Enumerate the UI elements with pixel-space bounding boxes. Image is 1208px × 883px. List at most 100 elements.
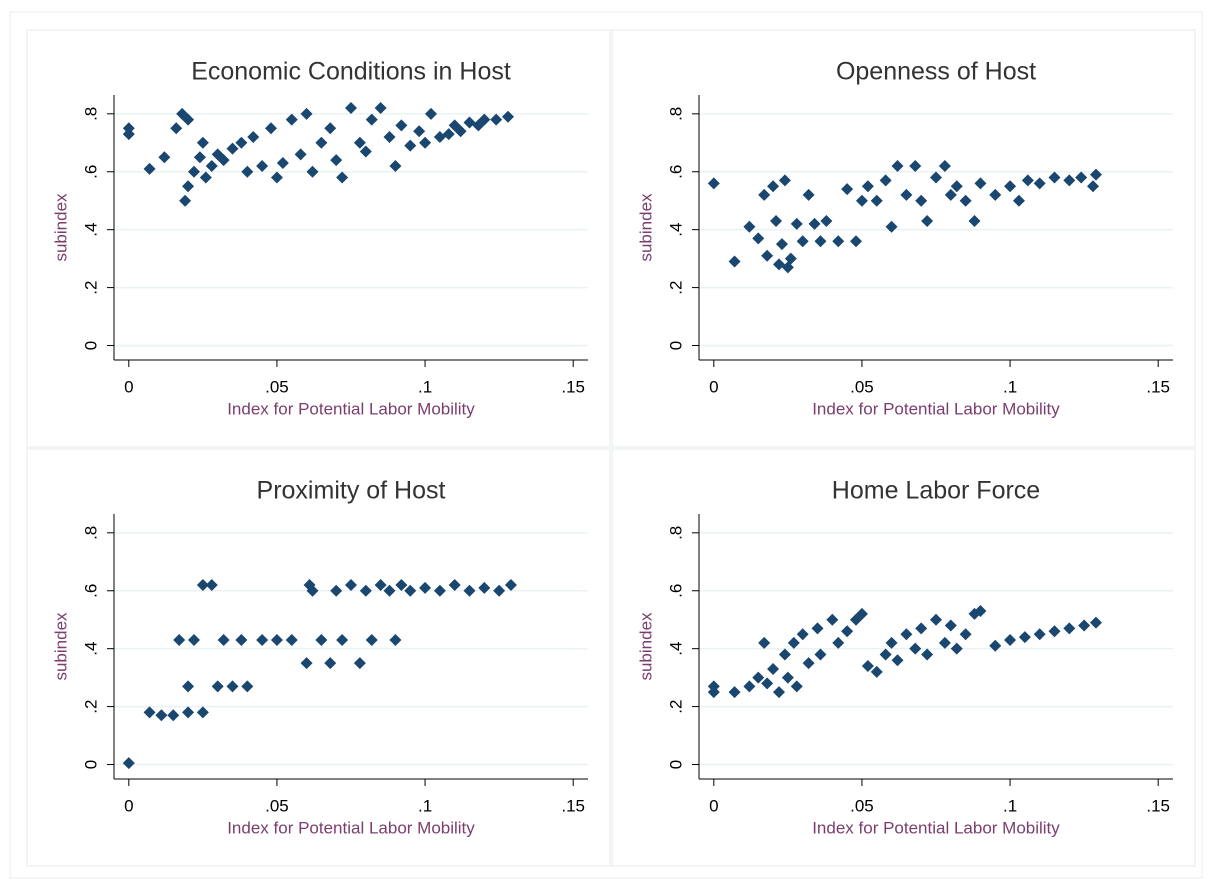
point <box>900 188 913 201</box>
y-tick-label: .2 <box>81 700 100 714</box>
point <box>1075 171 1088 184</box>
point <box>787 636 800 649</box>
point <box>861 180 874 193</box>
x-tick-label: .05 <box>265 377 289 396</box>
point <box>832 235 845 248</box>
point <box>345 578 357 591</box>
plot-area <box>699 95 1173 360</box>
point <box>796 235 809 248</box>
point <box>158 151 171 164</box>
point <box>143 162 156 175</box>
point <box>915 194 928 207</box>
y-tick-label: .8 <box>666 526 685 540</box>
point <box>989 639 1002 652</box>
point <box>182 180 195 193</box>
y-axis-label: subindex <box>51 193 70 262</box>
point <box>728 686 741 699</box>
point <box>796 628 809 641</box>
point <box>1033 177 1046 190</box>
point <box>1087 180 1100 193</box>
point <box>879 648 892 661</box>
point <box>909 159 922 172</box>
point <box>781 671 794 684</box>
point <box>900 628 913 641</box>
point <box>841 625 854 638</box>
point <box>463 116 476 129</box>
x-tick-label: 0 <box>709 377 718 396</box>
x-tick-label: .15 <box>1146 377 1170 396</box>
y-tick-label: .4 <box>81 223 100 237</box>
point <box>752 671 765 684</box>
point <box>294 148 307 161</box>
point <box>767 180 780 193</box>
point <box>478 581 491 594</box>
point <box>389 159 402 172</box>
point <box>170 122 183 135</box>
point <box>241 165 254 178</box>
point <box>921 648 934 661</box>
point <box>707 177 720 190</box>
y-axis-label: subindex <box>636 612 655 681</box>
point <box>808 217 821 230</box>
point <box>256 159 269 172</box>
point <box>778 648 791 661</box>
y-tick-label: .4 <box>666 642 685 656</box>
point <box>187 165 200 178</box>
y-tick-label: .6 <box>81 584 100 598</box>
y-tick-label: .8 <box>666 107 685 121</box>
point <box>802 188 815 201</box>
point <box>359 584 372 597</box>
point <box>758 188 771 201</box>
point <box>743 220 756 233</box>
point <box>196 706 209 719</box>
point <box>404 584 417 597</box>
point <box>182 706 195 719</box>
point <box>790 680 803 693</box>
point <box>493 584 506 597</box>
point <box>404 139 417 152</box>
point <box>196 578 209 591</box>
point <box>826 613 839 626</box>
panel: Economic Conditions in Host 0 .2 .4 .6 .8 0 .05… <box>26 29 611 448</box>
panel: Home Labor Force 0 .2 .4 .6 .8 0 .05 .1 .15 Index … <box>611 448 1196 867</box>
y-tick-label: .4 <box>81 642 100 656</box>
point <box>1089 168 1102 181</box>
point <box>752 232 765 245</box>
point <box>306 165 319 178</box>
point <box>353 657 366 670</box>
point <box>270 633 283 646</box>
point <box>761 677 774 690</box>
point <box>270 171 283 184</box>
x-tick-label: .1 <box>1003 377 1017 396</box>
plot-area <box>114 95 588 360</box>
point <box>1004 180 1017 193</box>
point <box>1048 625 1061 638</box>
point <box>478 113 491 126</box>
point <box>122 122 135 135</box>
point <box>784 252 797 265</box>
y-axis-label: subindex <box>51 612 70 681</box>
point <box>300 657 313 670</box>
point <box>974 177 987 190</box>
point <box>870 194 883 207</box>
point <box>974 605 987 618</box>
point <box>336 171 349 184</box>
point <box>820 214 833 227</box>
chart-title: Proximity of Host <box>257 477 446 505</box>
y-tick-label: .2 <box>666 700 685 714</box>
point <box>365 633 378 646</box>
point <box>383 130 396 143</box>
y-tick-label: .2 <box>81 281 100 295</box>
point <box>930 613 942 626</box>
point <box>728 255 741 268</box>
plot-area <box>699 514 1173 779</box>
point <box>707 680 720 693</box>
point <box>365 113 378 126</box>
point <box>122 757 135 770</box>
point <box>395 119 408 132</box>
point <box>1063 622 1076 635</box>
point <box>211 680 224 693</box>
point <box>968 214 981 227</box>
point <box>285 113 298 126</box>
point <box>205 159 218 172</box>
